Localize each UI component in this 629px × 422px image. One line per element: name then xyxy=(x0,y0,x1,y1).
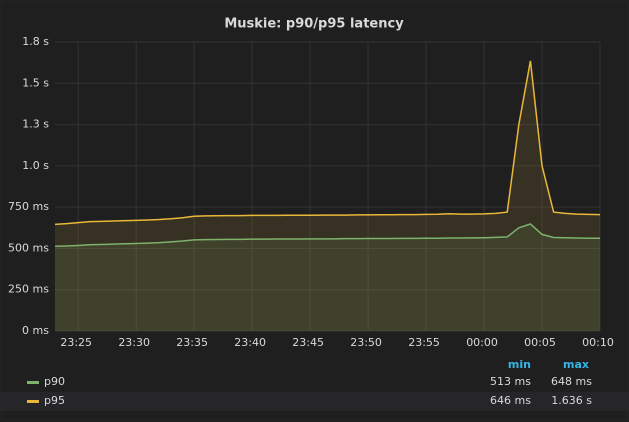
x-tick-label: 00:10 xyxy=(582,336,614,349)
x-tick-label: 23:25 xyxy=(60,336,92,349)
legend-entry[interactable]: p90 xyxy=(44,375,65,388)
legend-stat: 1.636 s xyxy=(551,394,592,407)
legend-entry[interactable]: p95 xyxy=(44,394,65,407)
x-tick-label: 23:55 xyxy=(408,336,440,349)
legend-stat: 648 ms xyxy=(551,375,592,388)
y-tick-label: 250 ms xyxy=(8,283,49,296)
x-tick-label: 23:50 xyxy=(350,336,382,349)
legend-stat: 646 ms xyxy=(490,394,531,407)
legend-row-bg xyxy=(0,392,629,411)
x-tick-label: 23:30 xyxy=(118,336,150,349)
series-area xyxy=(55,223,600,331)
legend-header: min xyxy=(508,358,531,371)
legend-swatch xyxy=(27,400,39,403)
y-tick-label: 1.8 s xyxy=(22,35,49,48)
legend-header: max xyxy=(563,358,589,371)
y-tick-label: 0 ms xyxy=(22,324,49,337)
x-tick-label: 23:40 xyxy=(234,336,266,349)
x-tick-label: 23:45 xyxy=(292,336,324,349)
series-area xyxy=(55,60,600,331)
x-tick-label: 23:35 xyxy=(176,336,208,349)
y-tick-label: 500 ms xyxy=(8,241,49,254)
y-tick-label: 1.0 s xyxy=(22,159,49,172)
y-tick-label: 1.5 s xyxy=(22,76,49,89)
y-tick-label: 750 ms xyxy=(8,200,49,213)
series-line xyxy=(54,223,600,248)
y-tick-label: 1.3 s xyxy=(22,118,49,131)
x-tick-label: 00:00 xyxy=(466,336,498,349)
panel-title[interactable]: Muskie: p90/p95 latency xyxy=(224,17,404,32)
legend-swatch xyxy=(27,381,39,384)
series-line xyxy=(54,60,601,226)
x-tick-label: 00:05 xyxy=(524,336,556,349)
legend-stat: 513 ms xyxy=(490,375,531,388)
